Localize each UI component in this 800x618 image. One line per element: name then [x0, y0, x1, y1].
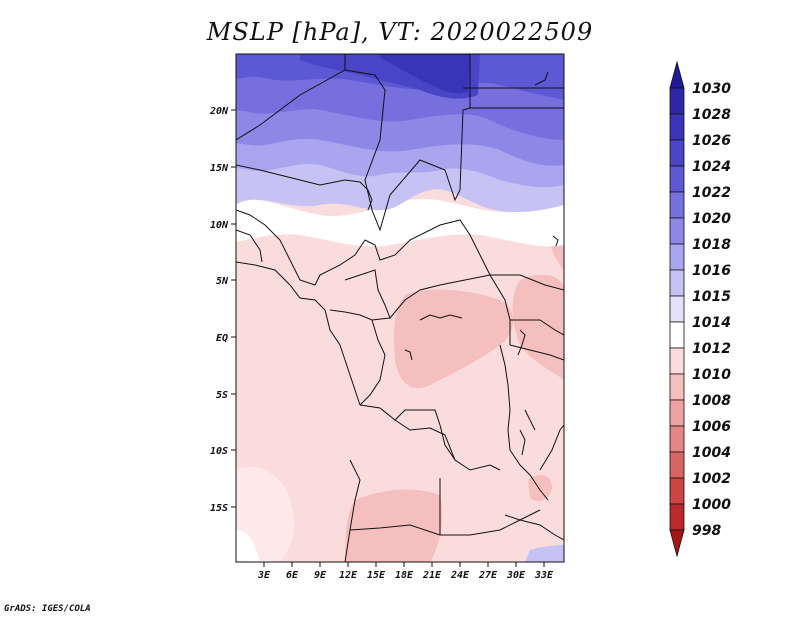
- map-title: MSLP [hPa], VT: 2020022509: [206, 18, 594, 46]
- colorbar-level-label: 998: [692, 523, 721, 539]
- lat-tick-label: 5N: [216, 276, 229, 287]
- lat-tick-label: 15N: [210, 163, 229, 174]
- lon-tick-label: 24E: [450, 570, 470, 581]
- lon-tick-label: 12E: [339, 570, 358, 581]
- colorbar-level-label: 1008: [692, 393, 731, 409]
- colorbar-level-label: 1002: [692, 471, 731, 487]
- colorbar-level-label: 1030: [692, 81, 731, 97]
- colorbar-swatch: [669, 451, 685, 479]
- colorbar-level-label: 1028: [692, 107, 731, 123]
- lon-tick-label: 6E: [286, 570, 299, 581]
- colorbar-swatch: [669, 399, 685, 427]
- colorbar-swatch: [669, 295, 685, 323]
- colorbar-level-label: 1015: [692, 289, 731, 305]
- colorbar-swatch: [669, 373, 685, 401]
- colorbar-level-label: 1024: [692, 159, 731, 175]
- colorbar-swatch: [669, 191, 685, 219]
- lon-tick-label: 15E: [367, 570, 386, 581]
- colorbar-swatch: [669, 87, 685, 115]
- country-borders: [236, 54, 564, 562]
- colorbar-swatch: [669, 477, 685, 505]
- colorbar-swatch: [669, 529, 685, 558]
- lon-tick-label: 9E: [314, 570, 327, 581]
- colorbar-swatch: [669, 503, 685, 531]
- colorbar-level-label: 1022: [692, 185, 731, 201]
- lat-tick-label: 10S: [210, 446, 228, 457]
- lat-tick-label: 20N: [209, 106, 229, 117]
- colorbar-level-label: 1004: [692, 445, 731, 461]
- credit-text: GrADS: IGES/COLA: [4, 604, 91, 614]
- lon-tick-label: 18E: [395, 570, 414, 581]
- pressure-field: [236, 54, 564, 562]
- colorbar-swatch: [669, 425, 685, 453]
- colorbar-swatch: [669, 321, 685, 349]
- colorbar-swatch: [669, 165, 685, 193]
- colorbar-level-label: 1006: [692, 419, 731, 435]
- colorbar-level-label: 1000: [692, 497, 731, 513]
- colorbar-swatch: [669, 347, 685, 375]
- colorbar-labels: 1030 1028 1026 1024 1022 1020 1018 1016 1015 1014…: [692, 81, 731, 539]
- colorbar-level-label: 1016: [692, 263, 731, 279]
- colorbar-level-label: 1020: [692, 211, 731, 227]
- lat-tick-label: 15S: [210, 503, 228, 514]
- lon-tick-label: 21E: [422, 570, 442, 581]
- colorbar-level-label: 1014: [692, 315, 731, 331]
- colorbar-swatch: [669, 217, 685, 245]
- colorbar-swatch: [669, 269, 685, 297]
- colorbar-level-label: 1012: [692, 341, 731, 357]
- lat-tick-label: EQ: [216, 333, 228, 344]
- colorbar-swatch: [669, 243, 685, 271]
- colorbar-swatch: [669, 113, 685, 141]
- colorbar-level-label: 1010: [692, 367, 731, 383]
- lat-tick-label: 5S: [216, 390, 228, 401]
- lat-tick-label: 10N: [210, 220, 229, 231]
- lon-axis: 3E 6E 9E 12E 15E 18E 21E 24E 27E 30E 33E: [257, 562, 554, 581]
- lon-tick-label: 30E: [506, 570, 526, 581]
- lat-axis: 20N 15N 10N 5N EQ 5S 10S 15S: [209, 106, 236, 514]
- map-frame: [235, 53, 565, 563]
- colorbar-level-label: 1026: [692, 133, 731, 149]
- colorbar-swatch: [669, 60, 685, 89]
- lon-tick-label: 3E: [257, 570, 271, 581]
- lon-tick-label: 33E: [534, 570, 554, 581]
- colorbar-level-label: 1018: [692, 237, 731, 253]
- colorbar: [669, 60, 685, 558]
- lon-tick-label: 27E: [478, 570, 498, 581]
- colorbar-swatch: [669, 139, 685, 167]
